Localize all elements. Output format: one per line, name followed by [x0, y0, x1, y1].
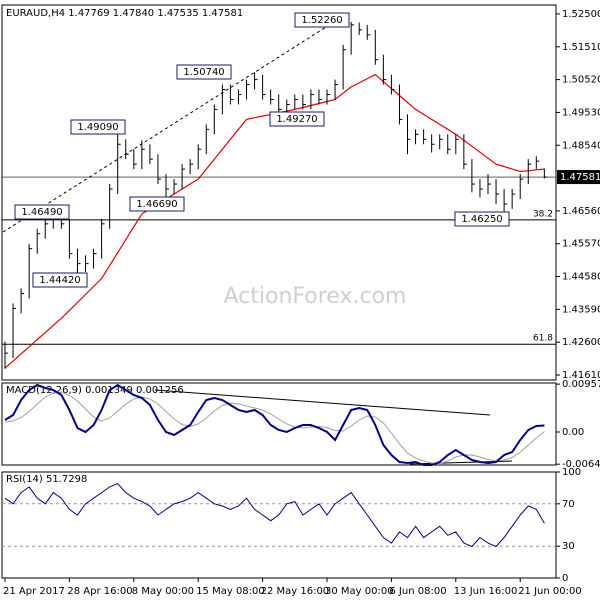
annotation-label: 1.44420 [39, 275, 80, 286]
annotation-label: 1.50740 [183, 67, 224, 78]
y-tick-label: 100 [562, 467, 581, 478]
annotation-label: 1.49090 [77, 122, 118, 133]
panel-frame [1, 471, 557, 579]
rsi-line [4, 483, 545, 548]
x-tick-label: 15 May 08:00 [196, 586, 265, 597]
x-tick-label: 6 Jun 08:00 [389, 586, 446, 597]
last-price-label: 1.47581 [560, 172, 600, 183]
annotation-label: 1.46690 [136, 199, 177, 210]
annotation-box [14, 204, 70, 220]
x-tick-label: 21 Jun 00:00 [518, 586, 582, 597]
panel-frame [1, 4, 557, 381]
signal-line [4, 391, 545, 465]
y-tick-label: 1.51510 [562, 42, 600, 53]
macd-line [4, 383, 545, 466]
annotation-label: 1.46250 [461, 214, 502, 225]
x-tick-label: 21 Apr 2017 [3, 586, 65, 597]
y-tick-label: 1.43590 [562, 304, 600, 315]
annotation-box [454, 211, 510, 227]
y-tick-label: 1.49530 [562, 107, 600, 118]
y-tick-label: -0.006433 [562, 459, 600, 470]
y-tick-label: 0 [562, 573, 568, 584]
y-tick-label: 70 [562, 499, 575, 510]
y-tick-label: 0.00 [562, 427, 584, 438]
y-tick-label: 1.42600 [562, 337, 600, 348]
fib-label: 61.8 [533, 334, 553, 344]
panel-title: MACD(12,26,9) 0.001349 0.001256 [6, 385, 184, 396]
x-tick-label: 30 May 00:00 [325, 586, 394, 597]
x-tick-label: 13 Jun 16:00 [454, 586, 518, 597]
y-tick-label: 1.48540 [562, 140, 600, 151]
annotation-label: 1.46490 [21, 207, 62, 218]
annotation-box [32, 272, 88, 288]
annotation-box [269, 111, 325, 127]
y-tick-label: 1.52500 [562, 9, 600, 20]
x-tick-label: 28 Apr 16:00 [67, 586, 132, 597]
fib-label: 38.2 [533, 209, 553, 219]
panel-frame [1, 382, 557, 466]
watermark: ActionForex.com [224, 284, 407, 309]
divergence-line [154, 389, 491, 416]
panel-title: EURAUD,H4 1.47769 1.47840 1.47535 1.4758… [6, 8, 243, 19]
y-tick-label: 0.009576 [562, 379, 600, 390]
y-tick-label: 1.50520 [562, 75, 600, 86]
y-tick-label: 30 [562, 541, 575, 552]
annotation-label: 1.49270 [276, 114, 317, 125]
annotation-label: 1.52260 [301, 15, 342, 26]
annotation-box [129, 196, 185, 212]
y-tick-label: 1.41610 [562, 370, 600, 381]
annotation-box [176, 64, 232, 80]
trendline [2, 14, 346, 233]
x-tick-label: 22 May 16:00 [261, 586, 330, 597]
y-tick-label: 1.45570 [562, 239, 600, 250]
y-tick-label: 1.44580 [562, 272, 600, 283]
last-price-box [557, 170, 600, 185]
y-tick-label: 1.46560 [562, 206, 600, 217]
annotation-box [70, 119, 126, 135]
panel-title: RSI(14) 51.7298 [6, 474, 87, 485]
x-tick-label: 8 May 00:00 [132, 586, 194, 597]
annotation-box [294, 12, 350, 28]
